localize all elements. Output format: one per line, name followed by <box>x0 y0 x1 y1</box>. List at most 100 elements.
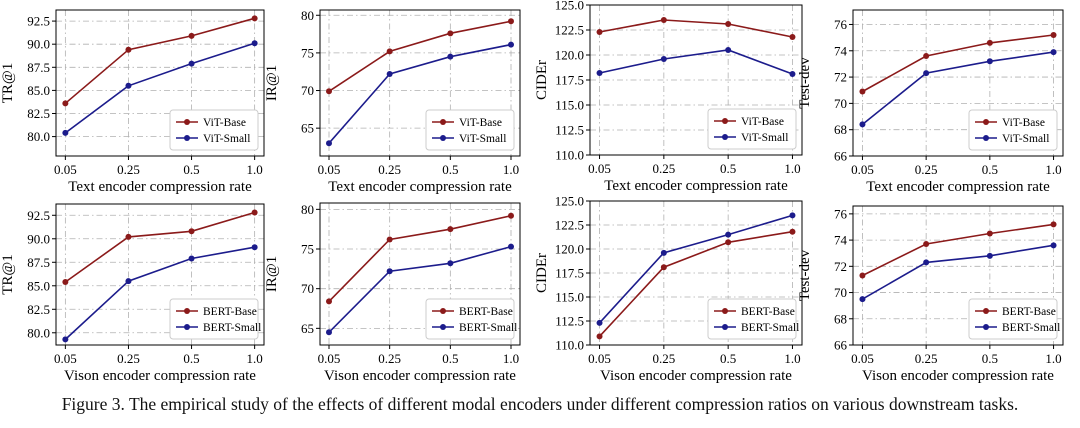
x-tick-label: 0.05 <box>588 351 611 366</box>
y-tick-label: 70 <box>301 281 314 296</box>
series-line-2 <box>328 43 512 144</box>
y-tick-label: 70 <box>301 83 314 98</box>
data-point <box>1050 31 1057 38</box>
data-point <box>660 264 667 271</box>
subplot-5: 80.0 82.5 85.0 87.5 90.0 92.5 0.05 0.25 0.5 1.0 Vi… <box>0 203 265 384</box>
data-point <box>251 209 258 216</box>
y-tick-label: 92.5 <box>27 14 50 29</box>
legend-marker <box>184 324 190 330</box>
x-tick-label: 0.25 <box>652 161 675 176</box>
x-axis-label: Vison encoder compression rate <box>600 368 792 384</box>
data-point <box>596 333 603 340</box>
x-tick-label: 1.0 <box>503 162 519 177</box>
y-tick-label: 85.0 <box>27 278 50 293</box>
data-point <box>859 121 866 128</box>
data-point <box>986 39 993 46</box>
legend-marker <box>722 134 728 140</box>
x-tick-label: 0.5 <box>442 162 458 177</box>
series-line-1 <box>862 223 1054 277</box>
subplot-2: 65 70 75 80 0.05 0.25 0.5 1.0 Text encoder compr… <box>264 8 521 195</box>
legend-box <box>968 298 1058 340</box>
x-tick-label: 0.05 <box>588 161 611 176</box>
x-tick-label: 1.0 <box>784 351 800 366</box>
legend-marker <box>722 308 728 314</box>
y-axis-label: Test-dev <box>797 57 813 109</box>
x-tick-label: 0.5 <box>982 162 998 177</box>
y-axis-label: IR@1 <box>264 65 280 101</box>
y-tick-label: 120.0 <box>555 48 584 63</box>
x-axis-label: Text encoder compression rate <box>604 178 788 194</box>
legend-marker <box>983 324 989 330</box>
axes-frame <box>55 9 265 157</box>
data-point <box>923 53 930 60</box>
data-point <box>725 231 732 238</box>
x-tick-label: 1.0 <box>1045 162 1061 177</box>
x-tick-label: 1.0 <box>1045 351 1061 366</box>
subplot-8: 66 68 70 72 74 76 0.05 0.25 0.5 1.0 Vison encoder … <box>797 205 1064 384</box>
y-tick-label: 80 <box>301 8 314 23</box>
data-point <box>596 70 603 76</box>
legend-marker <box>722 118 728 124</box>
x-tick-label: 0.5 <box>442 351 458 366</box>
data-point <box>923 241 930 248</box>
y-tick-label: 90.0 <box>27 231 50 246</box>
y-tick-label: 87.5 <box>27 255 50 270</box>
y-tick-label: 85.0 <box>27 83 50 98</box>
x-tick-label: 0.05 <box>318 351 341 366</box>
y-tick-label: 82.5 <box>27 106 50 121</box>
x-tick-label: 0.05 <box>318 162 341 177</box>
data-point <box>660 249 667 256</box>
data-point <box>508 243 514 250</box>
legend-marker <box>440 135 446 141</box>
legend-box <box>169 109 259 151</box>
legend-box <box>425 109 515 151</box>
legend-marker <box>983 135 989 141</box>
data-point <box>986 58 993 65</box>
legend-marker <box>722 324 728 330</box>
series-line-2 <box>64 42 255 134</box>
x-axis-label: Text encoder compression rate <box>68 179 252 195</box>
y-tick-label: 110.0 <box>555 338 584 353</box>
y-axis-label: IR@1 <box>264 256 280 292</box>
x-tick-label: 0.25 <box>915 351 938 366</box>
x-tick-label: 0.25 <box>652 351 675 366</box>
series-line-2 <box>599 49 793 75</box>
y-tick-label: 80.0 <box>27 129 50 144</box>
x-tick-label: 0.05 <box>54 351 77 366</box>
x-axis-label: Vison encoder compression rate <box>324 368 516 384</box>
data-point <box>447 30 454 37</box>
data-point <box>251 244 258 251</box>
data-point <box>188 32 195 39</box>
legend-marker <box>440 324 446 330</box>
data-point <box>923 259 930 266</box>
x-tick-label: 0.5 <box>183 351 199 366</box>
series-line-1 <box>64 17 255 104</box>
data-point <box>789 228 796 235</box>
data-point <box>508 41 514 48</box>
legend-label: ViT-Small <box>741 132 788 144</box>
data-point <box>447 226 454 233</box>
legend-label: BERT-Base <box>741 306 795 318</box>
y-tick-label: 80.0 <box>27 325 50 340</box>
legend-box <box>707 108 797 150</box>
y-tick-label: 65 <box>301 321 314 336</box>
x-tick-label: 0.05 <box>54 162 77 177</box>
x-tick-label: 1.0 <box>503 351 519 366</box>
data-point <box>251 15 258 22</box>
legend-marker <box>440 308 446 314</box>
data-point <box>789 34 796 40</box>
series-line-1 <box>328 20 512 92</box>
x-tick-label: 0.05 <box>851 162 874 177</box>
legend-label: BERT-Base <box>1002 306 1056 318</box>
x-tick-label: 0.5 <box>183 162 199 177</box>
axes-frame <box>852 9 1064 157</box>
data-point <box>62 336 69 343</box>
y-tick-label: 110.0 <box>555 148 584 163</box>
x-tick-label: 1.0 <box>247 162 263 177</box>
legend-label: ViT-Base <box>459 117 502 129</box>
axes-frame <box>55 203 265 346</box>
y-tick-label: 70 <box>834 285 847 300</box>
y-tick-label: 74 <box>834 233 848 248</box>
data-point <box>1050 49 1057 56</box>
data-point <box>725 239 732 246</box>
